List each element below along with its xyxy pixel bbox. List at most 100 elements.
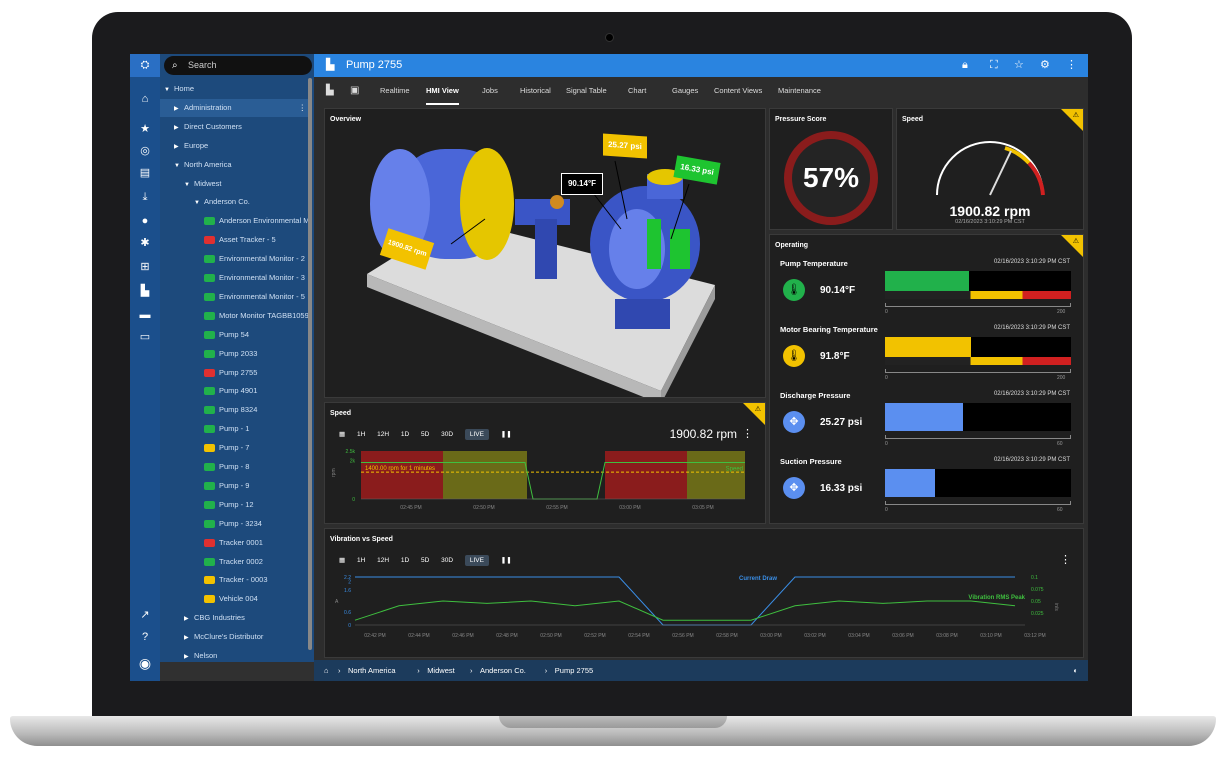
tree-item[interactable]: Pump - 9 [160,477,312,495]
range-30d-button[interactable]: 30D [441,431,454,438]
tree-item[interactable]: Pump - 7 [160,439,312,457]
chevron-right-icon[interactable]: ▶ [184,654,189,660]
home-icon[interactable]: ⌂ [324,666,329,675]
hierarchy-icon[interactable]: ⊞ [140,261,150,273]
range-1h-button[interactable]: 1H [356,431,366,438]
external-link-icon[interactable]: ↗ [140,609,150,621]
tab-content-views[interactable]: Content Views [714,86,763,95]
tab-jobs[interactable]: Jobs [482,86,498,95]
chevron-down-icon[interactable]: ▼ [164,87,170,93]
tree-item[interactable]: Vehicle 004 [160,590,312,608]
range-live-button[interactable]: LIVE [464,555,489,566]
chevron-down-icon[interactable]: ▼ [194,200,200,207]
range-1d-button[interactable]: 1D [400,431,410,438]
chevron-right-icon[interactable]: ▶ [174,105,179,112]
settings-icon[interactable]: ✱ [140,237,150,249]
lock-icon[interactable]: 🔒︎ [962,59,968,71]
tab-chart[interactable]: Chart [628,86,647,95]
tree-item[interactable]: Pump 54 [160,326,312,344]
collapse-icon[interactable]: ◐ [1073,666,1078,675]
gear-icon[interactable]: ⚙ [1040,59,1050,71]
tree-item[interactable]: Pump 8324 [160,401,312,419]
tab-gauges[interactable]: Gauges [672,86,699,95]
tree-item[interactable]: Environmental Monitor - 3 [160,269,312,287]
tree-item[interactable]: Environmental Monitor - 2 [160,250,312,268]
tab-realtime[interactable]: Realtime [380,86,410,95]
home-icon[interactable]: ⌂ [141,93,149,105]
tree-item[interactable]: Pump - 8 [160,458,312,476]
tab-signal-table[interactable]: Signal Table [566,86,607,95]
calendar-icon[interactable]: ▦ [339,431,346,438]
tree-item[interactable]: ▼ Home [160,80,312,98]
tree-item[interactable]: ▶ Europe [160,137,312,155]
star-icon[interactable]: ☆ [1014,59,1024,71]
tree-item[interactable]: Anderson Environmental Mor [160,212,312,230]
brand-logo-icon[interactable]: ⛭ [130,54,160,77]
tree-item[interactable]: ▶ CBG Industries [160,609,312,627]
tree-item[interactable]: ▼ North America [160,156,312,174]
alerts-icon[interactable]: ◎ [140,145,150,157]
tree-item[interactable]: Asset Tracker - 5 [160,231,312,249]
tab-hmi-view[interactable]: HMI View [426,77,459,105]
range-live-button[interactable]: LIVE [464,429,489,440]
breadcrumb-item[interactable]: Midwest [427,666,455,675]
tree-item[interactable]: Pump - 3234 [160,515,312,533]
tree-item[interactable]: ▶ McClure's Distributor [160,628,312,646]
fullscreen-icon[interactable]: ⛶ [990,59,998,71]
tree-scrollbar[interactable] [308,78,312,650]
calendar-icon[interactable]: ▦ [339,557,346,564]
more-vert-icon[interactable]: ⋮ [742,428,753,440]
tree-item[interactable]: ▶ Administration ⋮ [160,98,312,117]
more-vert-icon[interactable]: ⋮ [1060,554,1071,566]
range-12h-button[interactable]: 12H [377,431,390,438]
range-30d-button[interactable]: 30D [441,557,454,564]
asset-tab-icon[interactable]: ▙ [326,85,334,96]
more-vert-icon[interactable]: ⋮ [298,102,307,112]
tree-item[interactable]: Motor Monitor TAGBB105914 [160,307,312,325]
tab-maintenance[interactable]: Maintenance [778,86,821,95]
breadcrumb-item[interactable]: Pump 2755 [554,666,594,675]
range-1d-button[interactable]: 1D [400,557,410,564]
tree-item[interactable]: Environmental Monitor - 5 [160,288,312,306]
tree-item[interactable]: Pump 4901 [160,382,312,400]
chevron-down-icon[interactable]: ▼ [184,181,190,188]
meter-scale-min: 0 [885,507,888,513]
range-12h-button[interactable]: 12H [377,557,390,564]
pause-icon[interactable]: ❚❚ [500,557,512,564]
tree-item[interactable]: ▶ Direct Customers [160,118,312,136]
chevron-right-icon[interactable]: ▶ [174,143,179,150]
favorites-icon[interactable]: ★ [140,123,150,135]
breadcrumb-item[interactable]: North America [348,666,396,675]
tree-item[interactable]: Tracker - 0003 [160,571,312,589]
user-icon[interactable]: ● [141,215,149,227]
truck-icon[interactable]: ▬ [139,309,151,321]
dashboard-tab-icon[interactable]: ▣ [350,85,360,96]
tab-historical[interactable]: Historical [520,86,551,95]
chevron-down-icon[interactable]: ▼ [174,162,180,169]
documents-icon[interactable]: ▤ [139,167,151,179]
tree-item[interactable]: Pump - 12 [160,496,312,514]
chevron-right-icon[interactable]: ▶ [184,616,189,623]
pause-icon[interactable]: ❚❚ [500,431,512,438]
more-vert-icon[interactable]: ⋮ [1066,59,1077,71]
chevron-right-icon[interactable]: ▶ [174,124,179,131]
search-input[interactable]: ⌕ Search [164,56,312,75]
tree-item[interactable]: Tracker 0001 [160,534,312,552]
range-5d-button[interactable]: 5D [420,431,430,438]
tree-item[interactable]: Tracker 0002 [160,553,312,571]
range-5d-button[interactable]: 5D [420,557,430,564]
tree-item[interactable]: ▼ Midwest [160,175,312,193]
chevron-right-icon[interactable]: ▶ [184,635,189,642]
tree-item[interactable]: ▶ Nelson [160,647,312,665]
help-icon[interactable]: ? [141,631,149,643]
tree-item[interactable]: Pump - 1 [160,420,312,438]
download-icon[interactable]: ⤓ [142,191,148,203]
tree-item[interactable]: Pump 2755 [160,364,312,382]
tree-item[interactable]: Pump 2033 [160,345,312,363]
range-1h-button[interactable]: 1H [356,557,366,564]
factory-icon[interactable]: ▙ [140,285,150,297]
monitor-icon[interactable]: ▭ [139,331,151,343]
tree-item[interactable]: ▼ Anderson Co. [160,193,312,211]
breadcrumb-item[interactable]: Anderson Co. [480,666,526,675]
account-icon[interactable]: ◉ [138,655,152,671]
